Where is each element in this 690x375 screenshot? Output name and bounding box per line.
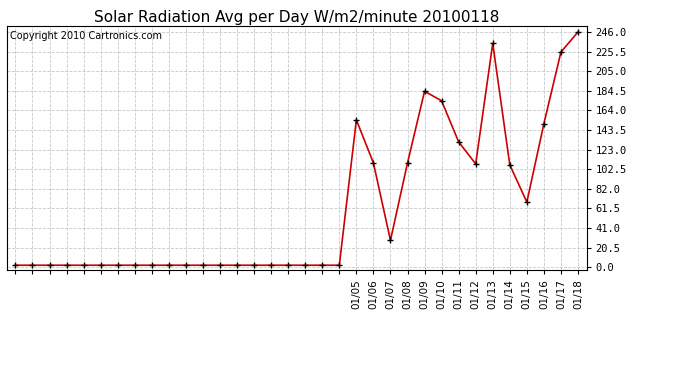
Text: Copyright 2010 Cartronics.com: Copyright 2010 Cartronics.com [10,31,161,41]
Title: Solar Radiation Avg per Day W/m2/minute 20100118: Solar Radiation Avg per Day W/m2/minute … [94,10,500,25]
